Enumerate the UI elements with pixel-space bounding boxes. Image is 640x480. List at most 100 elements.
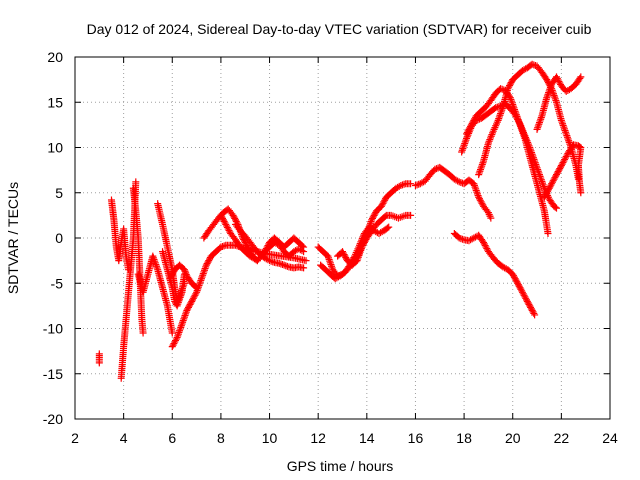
data-point	[549, 177, 557, 185]
data-point	[457, 235, 465, 243]
data-point	[203, 260, 211, 268]
data-point	[473, 190, 481, 198]
data-point	[222, 220, 230, 228]
data-point	[461, 138, 469, 146]
data-point	[193, 284, 201, 292]
data-point	[383, 224, 391, 232]
data-point	[495, 115, 503, 123]
data-point	[264, 256, 272, 264]
data-point	[229, 211, 237, 219]
data-point	[561, 154, 569, 162]
data-point	[516, 284, 524, 292]
data-point	[378, 201, 386, 209]
data-point	[551, 95, 559, 103]
data-point	[174, 332, 182, 340]
data-point	[366, 219, 374, 227]
data-point	[530, 309, 538, 317]
series-arc14	[261, 239, 308, 260]
data-point	[497, 85, 505, 93]
data-point	[524, 299, 532, 307]
data-point	[283, 262, 291, 270]
data-point	[477, 164, 485, 172]
data-point	[367, 218, 375, 226]
data-point	[556, 79, 564, 87]
data-point	[150, 255, 158, 263]
data-point	[395, 182, 403, 190]
data-point	[167, 272, 175, 280]
data-point	[455, 234, 463, 242]
data-point	[169, 269, 177, 277]
data-point	[577, 73, 585, 81]
series-arc23	[533, 73, 585, 133]
grid-lines	[75, 57, 610, 419]
data-point	[196, 278, 204, 286]
data-point	[204, 258, 212, 266]
data-series	[95, 60, 585, 382]
data-point	[471, 183, 479, 191]
data-point	[559, 120, 567, 128]
data-point	[377, 202, 385, 210]
data-point	[463, 128, 471, 136]
data-point	[220, 242, 228, 250]
data-point	[514, 114, 522, 122]
data-point	[554, 168, 562, 176]
data-point	[550, 91, 558, 99]
data-point	[152, 262, 160, 270]
data-point	[467, 122, 475, 130]
data-point	[508, 99, 516, 107]
data-point	[520, 291, 528, 299]
data-point	[149, 254, 157, 262]
data-point	[181, 267, 189, 275]
data-point	[413, 181, 421, 189]
series-arc19	[450, 229, 539, 319]
data-point	[562, 130, 570, 138]
x-tick-label: 16	[408, 430, 424, 446]
x-tick-label: 8	[217, 430, 225, 446]
series-arc1	[95, 350, 103, 367]
data-point	[152, 261, 160, 269]
data-point	[560, 157, 568, 165]
data-point	[218, 213, 226, 221]
x-tick-label: 6	[168, 430, 176, 446]
data-point	[577, 189, 585, 197]
data-point	[341, 252, 349, 260]
data-point	[365, 223, 373, 231]
data-point	[381, 196, 389, 204]
data-point	[219, 216, 227, 224]
data-point	[545, 87, 553, 95]
data-point	[536, 117, 544, 125]
data-point	[224, 225, 232, 233]
data-point	[298, 247, 306, 255]
data-point	[197, 276, 205, 284]
data-point	[514, 279, 522, 287]
data-point	[496, 111, 504, 119]
data-point	[557, 162, 565, 170]
data-point	[217, 211, 225, 219]
data-point	[244, 248, 252, 256]
data-point	[476, 196, 484, 204]
data-point	[242, 245, 250, 253]
data-point	[355, 252, 363, 260]
x-tick-label: 22	[554, 430, 570, 446]
data-point	[511, 106, 519, 114]
data-point	[397, 182, 405, 190]
data-point	[198, 273, 206, 281]
data-point	[200, 266, 208, 274]
data-point	[553, 204, 560, 212]
x-tick-label: 24	[602, 430, 618, 446]
data-point	[485, 137, 493, 145]
data-point	[327, 261, 335, 269]
data-point	[551, 174, 559, 182]
data-point	[504, 85, 512, 93]
data-point	[517, 123, 525, 131]
data-point	[182, 269, 190, 277]
data-point	[279, 261, 287, 269]
series-arc24	[540, 141, 585, 201]
data-point	[505, 83, 513, 91]
data-point	[547, 82, 555, 90]
data-point	[470, 180, 478, 188]
data-point	[515, 117, 523, 125]
data-point	[519, 129, 527, 137]
data-point	[454, 177, 462, 185]
